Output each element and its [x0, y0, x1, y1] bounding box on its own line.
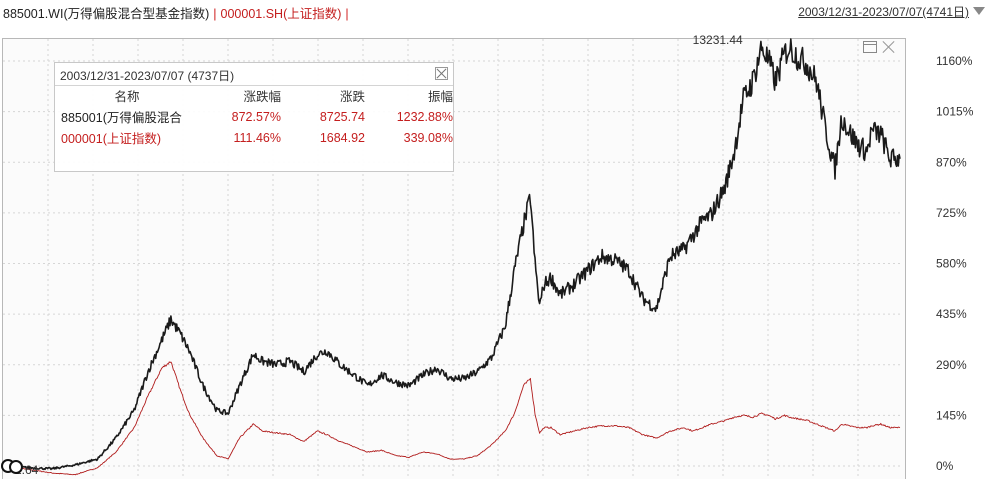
series-layer: [5, 38, 901, 476]
col-header-amp: 振幅: [427, 90, 453, 104]
series-title-line: 885001.WI(万得偏股混合型基金指数) | 000001.SH(上证指数) |: [3, 3, 353, 22]
y-tick-label: 435%: [936, 307, 967, 321]
window-toggle-icon[interactable]: [863, 41, 877, 53]
index-series-line[interactable]: [5, 361, 901, 476]
header-bar: 885001.WI(万得偏股混合型基金指数) | 000001.SH(上证指数) | …: [0, 0, 995, 22]
row-amp: 1232.88%: [396, 109, 453, 124]
date-range-link[interactable]: 2003/12/31-2023/07/07(4741日): [798, 5, 969, 19]
row-pct: 111.46%: [233, 130, 282, 145]
title-separator: |: [213, 7, 217, 21]
legend-close-icon[interactable]: [435, 67, 448, 80]
close-chart-icon[interactable]: [881, 41, 895, 53]
range-start-handle-icon-2[interactable]: [9, 460, 23, 474]
peak-value-label: 13231.44: [693, 33, 743, 47]
y-tick-label: 0%: [936, 459, 954, 473]
col-header-chg: 涨跌: [339, 90, 365, 104]
y-tick-label: 870%: [936, 155, 967, 169]
y-tick-label: 1015%: [936, 105, 974, 119]
dropdown-caret-icon[interactable]: [973, 7, 985, 15]
col-header-pct: 涨跌幅: [243, 90, 281, 104]
legend-row-fund[interactable]: 885001(万得偏股混合 872.57% 8725.74 1232.88%: [55, 106, 459, 127]
row-chg: 1684.92: [319, 130, 365, 145]
legend-header: 2003/12/31-2023/07/07 (4737日): [55, 63, 453, 86]
legend-table: 名称 涨跌幅 涨跌 振幅 885001(万得偏股混合 872.57% 8725.…: [55, 85, 459, 148]
fund-series-line[interactable]: [5, 38, 901, 471]
row-name: 885001(万得偏股混合: [61, 111, 182, 125]
y-tick-label: 1160%: [936, 54, 973, 68]
index-title[interactable]: 000001.SH(上证指数): [220, 7, 342, 21]
row-amp: 339.08%: [403, 130, 453, 145]
col-header-name: 名称: [114, 90, 140, 104]
y-tick-label: 580%: [936, 257, 967, 271]
legend-date-range: 2003/12/31-2023/07/07 (4737日): [60, 69, 235, 83]
fund-title[interactable]: 885001.WI(万得偏股混合型基金指数): [3, 7, 210, 21]
y-tick-label: 290%: [936, 358, 967, 372]
y-axis: 1160% 1015% 870% 725% 580% 435% 290% 145% 0%: [936, 54, 974, 473]
title-separator-end: |: [345, 7, 349, 21]
legend-panel: 2003/12/31-2023/07/07 (4737日) 名称 涨跌幅 涨跌 …: [54, 62, 454, 172]
row-pct: 872.57%: [231, 109, 281, 124]
legend-header-row: 名称 涨跌幅 涨跌 振幅: [55, 85, 459, 106]
legend-row-index[interactable]: 000001(上证指数) 111.46% 1684.92 339.08%: [55, 127, 459, 148]
row-name: 000001(上证指数): [61, 132, 162, 146]
y-tick-label: 725%: [936, 206, 967, 220]
row-chg: 8725.74: [319, 109, 365, 124]
y-tick-label: 145%: [936, 408, 967, 422]
